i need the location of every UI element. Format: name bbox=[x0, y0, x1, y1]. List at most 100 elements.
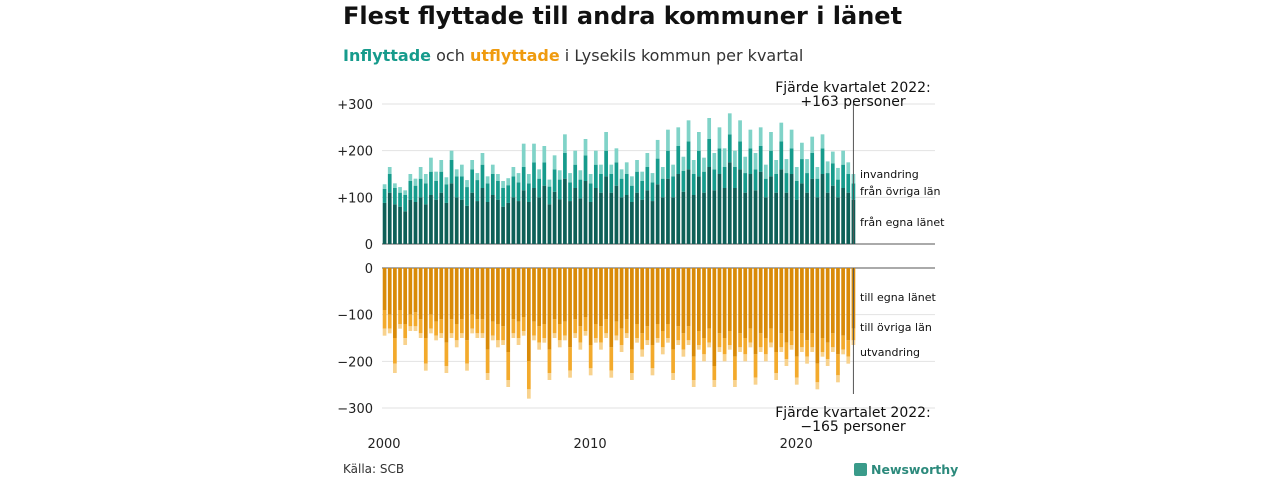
bar-inflyttade bbox=[465, 187, 469, 206]
y-tick-label-bottom: −200 bbox=[337, 355, 373, 370]
bar-utflyttade bbox=[537, 342, 541, 350]
bar-utflyttade bbox=[475, 268, 480, 320]
bar-inflyttade bbox=[676, 127, 681, 146]
bar-inflyttade bbox=[480, 188, 485, 244]
bar-utflyttade bbox=[727, 331, 732, 345]
bar-utflyttade bbox=[815, 382, 820, 390]
bar-utflyttade bbox=[691, 356, 696, 380]
bar-utflyttade bbox=[593, 338, 598, 343]
y-tick-label-bottom: 0 bbox=[365, 262, 373, 277]
bar-inflyttade bbox=[547, 179, 552, 187]
bar-utflyttade bbox=[496, 324, 500, 341]
bar-inflyttade bbox=[707, 139, 712, 167]
bar-inflyttade bbox=[393, 204, 397, 244]
bar-inflyttade bbox=[501, 206, 505, 244]
bar-utflyttade bbox=[387, 314, 392, 329]
bar-utflyttade bbox=[444, 366, 449, 373]
bar-inflyttade bbox=[496, 199, 500, 244]
bar-inflyttade bbox=[779, 141, 784, 170]
bar-utflyttade bbox=[547, 268, 552, 350]
bar-utflyttade bbox=[671, 268, 675, 350]
bar-utflyttade bbox=[506, 380, 511, 387]
bar-utflyttade bbox=[805, 268, 809, 341]
bar-utflyttade bbox=[552, 333, 557, 338]
bar-utflyttade bbox=[825, 268, 830, 343]
bar-utflyttade bbox=[707, 342, 712, 348]
bar-utflyttade bbox=[800, 268, 804, 334]
bar-inflyttade bbox=[686, 169, 691, 244]
bar-utflyttade bbox=[526, 389, 531, 399]
bar-utflyttade bbox=[578, 342, 583, 350]
bar-utflyttade bbox=[743, 268, 748, 338]
bar-inflyttade bbox=[691, 195, 696, 244]
bar-inflyttade bbox=[542, 185, 547, 244]
bar-utflyttade bbox=[660, 268, 665, 331]
bar-inflyttade bbox=[789, 174, 794, 244]
bar-inflyttade bbox=[403, 211, 408, 244]
bar-inflyttade bbox=[408, 181, 413, 200]
bar-utflyttade bbox=[532, 335, 536, 341]
x-tick-label: 2010 bbox=[574, 437, 607, 452]
bar-inflyttade bbox=[671, 164, 675, 177]
bar-inflyttade bbox=[485, 176, 490, 184]
bar-inflyttade bbox=[568, 201, 572, 244]
bar-inflyttade bbox=[784, 173, 789, 193]
bar-utflyttade bbox=[743, 354, 748, 362]
y-tick-label-top: +100 bbox=[337, 191, 373, 206]
bar-utflyttade bbox=[702, 354, 706, 362]
bar-inflyttade bbox=[619, 197, 624, 244]
bar-utflyttade bbox=[542, 324, 547, 338]
bar-inflyttade bbox=[784, 159, 789, 174]
bar-inflyttade bbox=[490, 174, 495, 195]
bar-utflyttade bbox=[511, 319, 516, 334]
bar-utflyttade bbox=[413, 268, 418, 313]
bar-inflyttade bbox=[846, 192, 851, 244]
bar-utflyttade bbox=[547, 349, 552, 373]
bar-inflyttade bbox=[748, 129, 753, 149]
bar-utflyttade bbox=[516, 338, 521, 345]
bar-utflyttade bbox=[841, 335, 845, 350]
bar-inflyttade bbox=[454, 197, 459, 244]
bar-inflyttade bbox=[465, 180, 469, 188]
bar-utflyttade bbox=[444, 268, 449, 343]
bar-utflyttade bbox=[460, 268, 464, 320]
bar-inflyttade bbox=[846, 162, 851, 174]
bar-utflyttade bbox=[758, 268, 763, 334]
bar-utflyttade bbox=[449, 268, 454, 320]
series-label-utflyttade: utvandring bbox=[860, 346, 920, 359]
bar-utflyttade bbox=[789, 345, 794, 350]
bar-inflyttade bbox=[810, 178, 815, 244]
bar-inflyttade bbox=[820, 148, 825, 174]
bar-utflyttade bbox=[619, 345, 624, 352]
bar-inflyttade bbox=[758, 127, 763, 146]
brand-logo[interactable]: Newsworthy bbox=[854, 462, 958, 477]
bar-inflyttade bbox=[789, 148, 794, 174]
bar-utflyttade bbox=[794, 268, 799, 357]
bar-inflyttade bbox=[630, 202, 634, 244]
bar-inflyttade bbox=[743, 173, 748, 193]
bar-utflyttade bbox=[789, 268, 794, 331]
bar-inflyttade bbox=[588, 174, 593, 184]
bar-utflyttade bbox=[671, 349, 675, 373]
bar-inflyttade bbox=[645, 167, 650, 191]
bar-utflyttade bbox=[434, 321, 438, 336]
bar-utflyttade bbox=[702, 268, 706, 338]
bar-inflyttade bbox=[825, 173, 830, 193]
bar-utflyttade bbox=[485, 373, 490, 380]
bar-inflyttade bbox=[748, 174, 753, 244]
bar-inflyttade bbox=[413, 202, 418, 244]
bar-inflyttade bbox=[815, 178, 820, 198]
bar-inflyttade bbox=[573, 188, 578, 244]
bar-utflyttade bbox=[789, 331, 794, 345]
bar-utflyttade bbox=[681, 349, 686, 357]
bar-utflyttade bbox=[403, 324, 408, 338]
bar-utflyttade bbox=[444, 342, 449, 366]
bar-inflyttade bbox=[511, 167, 516, 177]
bar-inflyttade bbox=[387, 192, 392, 244]
bar-inflyttade bbox=[501, 188, 505, 207]
bar-utflyttade bbox=[820, 268, 825, 338]
bar-utflyttade bbox=[769, 328, 773, 343]
bar-inflyttade bbox=[774, 192, 778, 244]
bar-utflyttade bbox=[712, 366, 717, 380]
